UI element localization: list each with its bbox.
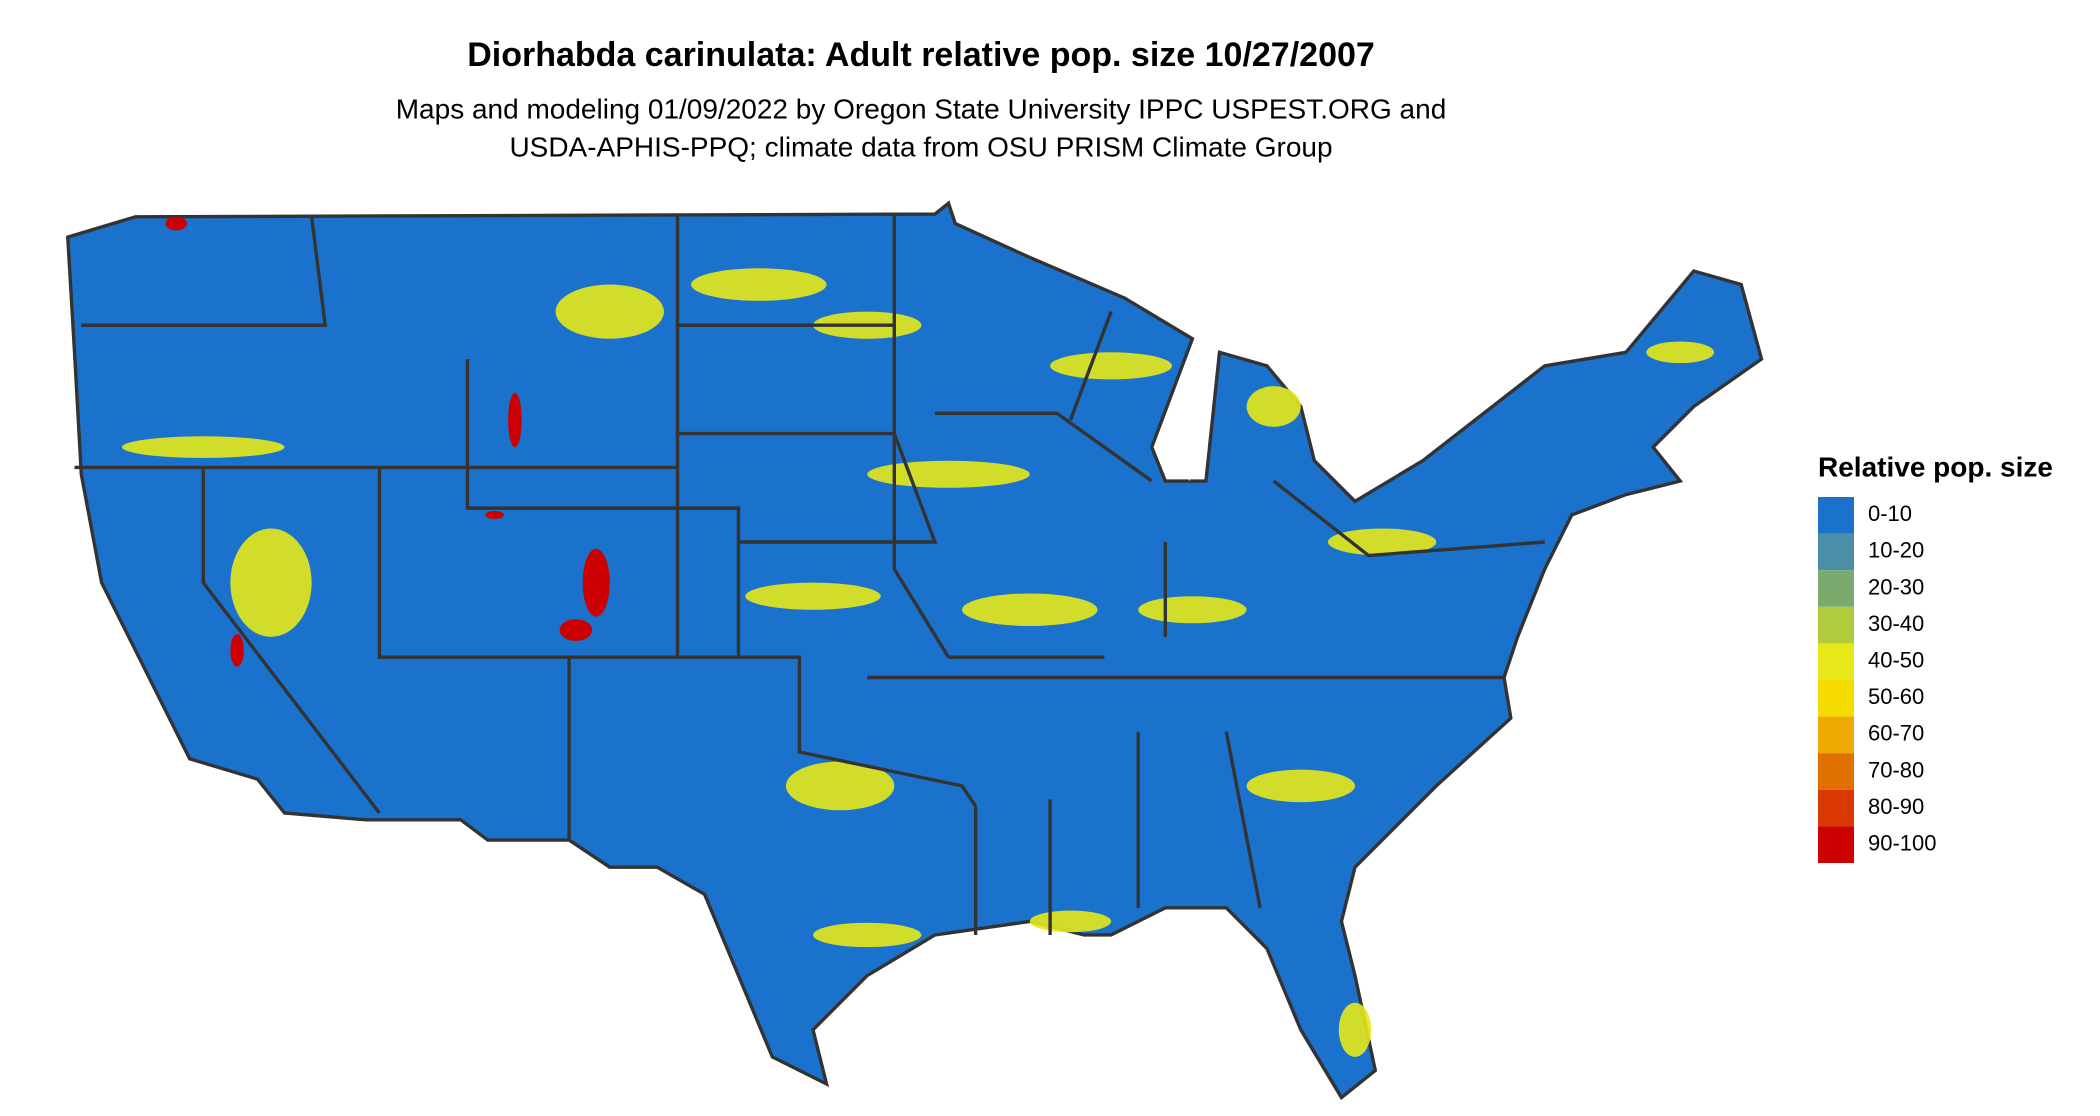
legend-swatch — [1818, 643, 1854, 680]
state-borders — [74, 214, 1545, 935]
legend-label: 50-60 — [1868, 684, 1924, 709]
legend-swatch — [1818, 716, 1854, 754]
lake-michigan — [1168, 349, 1217, 482]
legend-swatch — [1818, 533, 1854, 571]
legend-swatch — [1818, 680, 1854, 717]
legend-swatch — [1818, 497, 1854, 534]
map-title: Diorhabda carinulata: Adult relative pop… — [467, 36, 1375, 74]
legend-label: 90-100 — [1868, 831, 1937, 856]
legend-label: 0-10 — [1868, 501, 1912, 526]
legend-swatch — [1818, 753, 1854, 790]
legend-label: 10-20 — [1868, 538, 1924, 563]
legend-swatch — [1818, 570, 1854, 607]
map-subtitle: USDA-APHIS-PPQ; climate data from OSU PR… — [509, 131, 1332, 162]
legend-swatch — [1818, 606, 1854, 644]
legend-label: 30-40 — [1868, 611, 1924, 636]
red-patches — [165, 216, 610, 667]
legend-title: Relative pop. size — [1818, 451, 2053, 482]
legend-label: 70-80 — [1868, 757, 1924, 782]
map-subtitle: Maps and modeling 01/09/2022 by Oregon S… — [396, 93, 1447, 124]
legend-label: 40-50 — [1868, 648, 1924, 673]
us-land — [65, 200, 1764, 1101]
legend-label: 80-90 — [1868, 794, 1924, 819]
legend: 0-10 10-20 20-30 30-40 40-50 50-60 60-70 70-80 8… — [1818, 497, 1937, 863]
legend-swatch — [1818, 789, 1854, 827]
legend-label: 60-70 — [1868, 721, 1924, 746]
us-map — [65, 200, 1764, 1101]
legend-label: 20-30 — [1868, 574, 1924, 599]
legend-swatch — [1818, 826, 1854, 863]
